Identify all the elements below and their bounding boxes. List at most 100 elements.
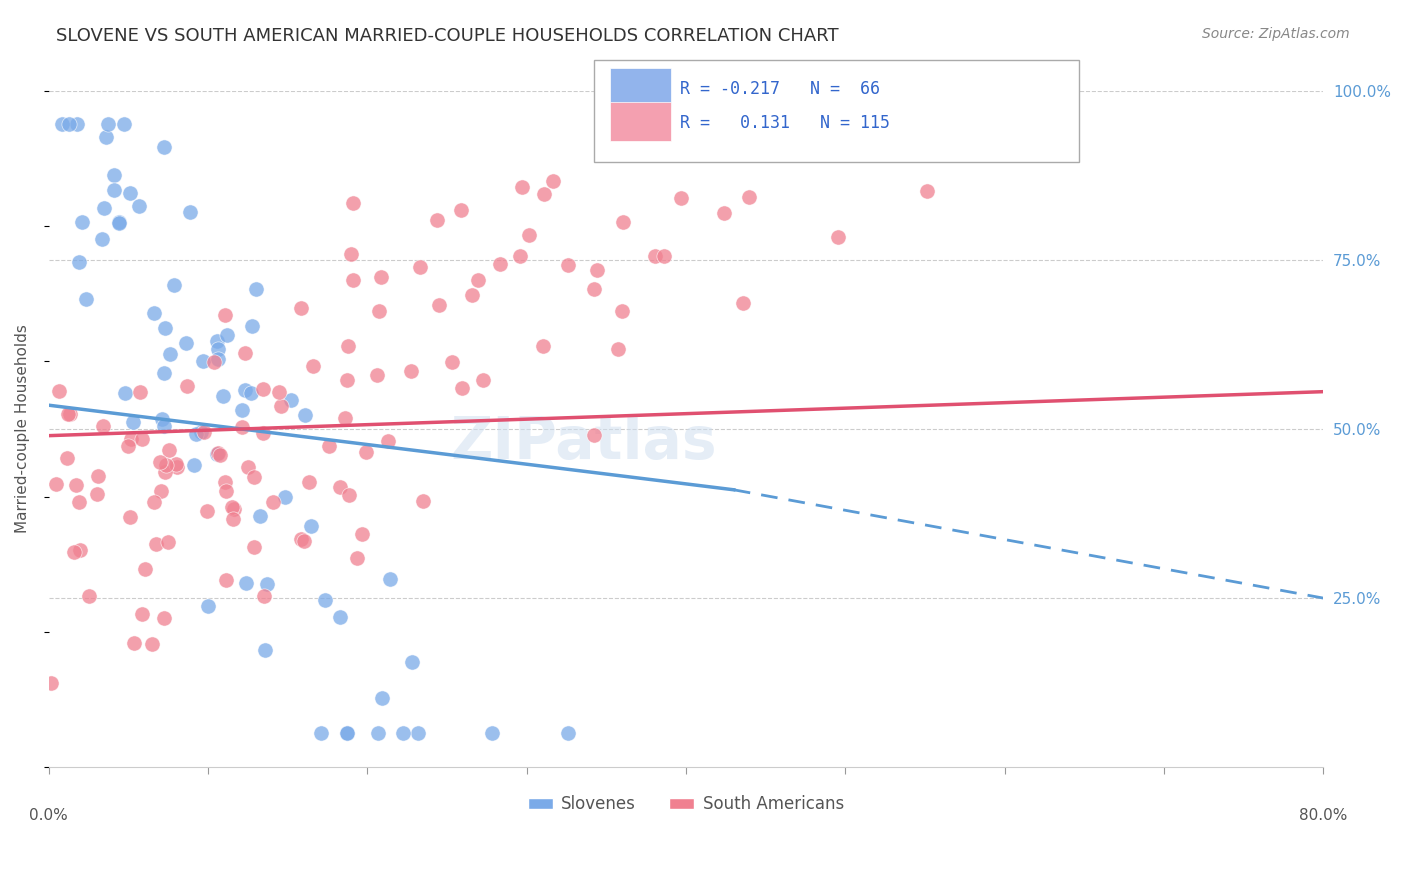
Point [153, 140, 176, 154]
Point [342, 196, 364, 211]
Point [337, 339, 360, 353]
Point [329, 610, 352, 624]
Point [412, 493, 434, 508]
Point [77, 589, 100, 603]
Point [202, 354, 225, 368]
Point [91, 419, 114, 434]
Point [122, 415, 145, 429]
Point [371, 690, 394, 705]
Point [235, 383, 257, 397]
FancyBboxPatch shape [610, 102, 671, 141]
Point [366, 368, 388, 382]
Point [157, 442, 180, 457]
Point [461, 287, 484, 301]
Point [56, 407, 79, 421]
Point [114, 385, 136, 400]
Point [67, 495, 90, 509]
Point [509, 249, 531, 263]
Point [409, 260, 432, 275]
Legend: Slovenes, South Americans: Slovenes, South Americans [522, 789, 851, 820]
Point [93, 201, 115, 215]
Point [533, 186, 555, 201]
Point [150, 412, 173, 426]
Point [59, 407, 82, 421]
Point [131, 432, 153, 446]
Point [243, 469, 266, 483]
Point [174, 335, 197, 350]
Point [207, 446, 229, 460]
Point [333, 410, 356, 425]
Point [87, 468, 110, 483]
Point [652, 249, 675, 263]
Point [120, 186, 142, 200]
Point [239, 386, 262, 401]
Point [117, 439, 139, 453]
Point [143, 306, 166, 320]
Point [340, 247, 363, 261]
Point [302, 359, 325, 373]
Point [118, 509, 141, 524]
Point [314, 593, 336, 607]
Point [367, 726, 389, 740]
Point [519, 227, 541, 242]
Point [222, 502, 245, 516]
Point [543, 174, 565, 188]
Point [112, 117, 135, 131]
Point [231, 402, 253, 417]
Point [214, 475, 236, 490]
Point [731, 296, 754, 310]
Point [66, 117, 89, 131]
Point [370, 270, 392, 285]
Point [299, 518, 322, 533]
Point [207, 342, 229, 356]
Point [155, 458, 177, 472]
Point [440, 355, 463, 369]
Point [217, 328, 239, 343]
Point [184, 427, 207, 442]
Point [280, 393, 302, 408]
Point [352, 527, 374, 541]
Point [557, 726, 579, 740]
Point [531, 339, 554, 353]
Point [45, 476, 67, 491]
Point [65, 478, 87, 492]
Point [242, 540, 264, 554]
Y-axis label: Married-couple Households: Married-couple Households [15, 325, 30, 533]
Point [336, 726, 359, 740]
Point [294, 409, 316, 423]
Point [262, 494, 284, 508]
Point [75, 292, 97, 306]
Point [488, 257, 510, 271]
Point [392, 726, 415, 740]
Point [179, 205, 201, 219]
Point [510, 180, 533, 194]
Text: R = -0.217   N =  66: R = -0.217 N = 66 [679, 80, 880, 98]
Point [97, 117, 120, 131]
Point [557, 258, 579, 272]
Point [233, 346, 256, 360]
Point [176, 379, 198, 393]
Point [86, 487, 108, 501]
Point [152, 611, 174, 625]
Point [253, 643, 276, 657]
Point [256, 577, 278, 591]
Point [450, 202, 472, 217]
Point [134, 562, 156, 576]
Point [221, 500, 243, 515]
Point [48, 384, 70, 398]
Point [735, 136, 758, 150]
Point [336, 726, 359, 740]
Point [481, 726, 503, 740]
FancyBboxPatch shape [595, 60, 1078, 161]
Point [827, 230, 849, 244]
Point [120, 432, 142, 446]
Point [103, 168, 125, 182]
Point [269, 385, 291, 400]
Point [94, 129, 117, 144]
Point [342, 272, 364, 286]
Point [208, 448, 231, 462]
Point [131, 607, 153, 622]
Point [215, 573, 238, 587]
Point [582, 282, 605, 296]
Point [240, 319, 263, 334]
